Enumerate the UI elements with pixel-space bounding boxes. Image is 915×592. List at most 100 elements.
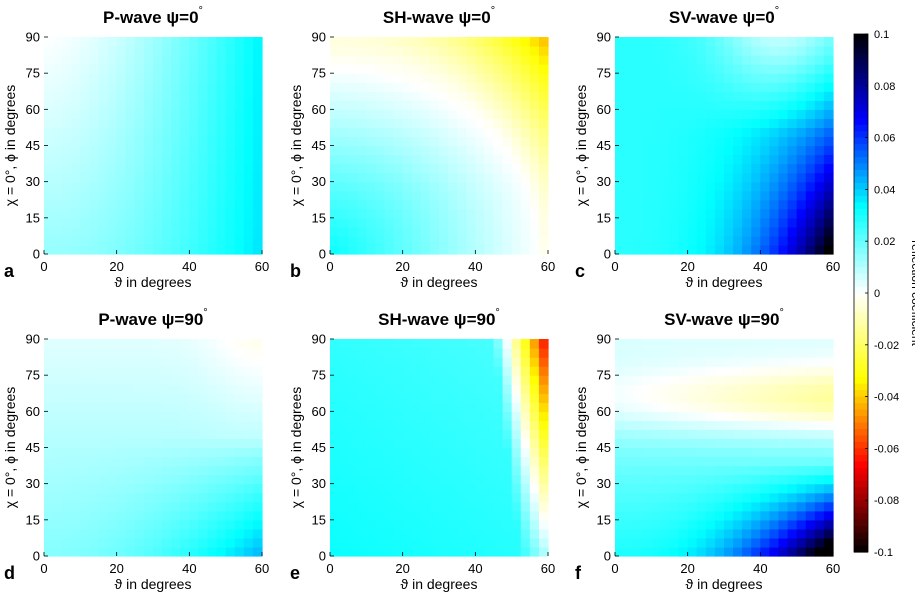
heatmap-cell [493, 501, 504, 512]
heatmap-cell [243, 393, 254, 403]
heatmap-cell [198, 519, 209, 530]
heatmap-cell [234, 375, 245, 385]
heatmap-cell [805, 492, 816, 503]
heatmap-cell [669, 46, 680, 56]
heatmap-cell [538, 348, 549, 358]
heatmap-cell [778, 366, 789, 376]
heatmap-cell [448, 393, 458, 403]
heatmap-cell [823, 339, 834, 349]
heatmap-cell [769, 483, 780, 494]
heatmap-cell [384, 411, 395, 421]
heatmap-cell [44, 154, 54, 165]
heatmap-cell [71, 55, 81, 65]
heatmap-cell [207, 46, 218, 56]
heatmap-cell [420, 226, 431, 237]
heatmap-cell [778, 492, 789, 503]
heatmap-cell [742, 411, 752, 421]
heatmap-cell [660, 64, 671, 74]
heatmap-cell [71, 91, 81, 101]
heatmap-cell [796, 37, 807, 47]
heatmap-cell [62, 127, 72, 138]
heatmap-cell [466, 109, 476, 119]
heatmap-cell [375, 190, 386, 201]
heatmap-cell [80, 100, 91, 110]
heatmap-cell [502, 375, 513, 385]
heatmap-cell [429, 37, 440, 47]
heatmap-cell [80, 244, 91, 255]
heatmap-cell [134, 154, 145, 165]
heatmap-cell [143, 519, 154, 530]
heatmap-cell [466, 537, 476, 548]
heatmap-cell [53, 127, 63, 138]
heatmap-cell [696, 420, 707, 431]
heatmap-cell [642, 55, 652, 65]
heatmap-cell [687, 438, 698, 449]
heatmap-cell [778, 91, 789, 101]
heatmap-cell [71, 172, 81, 183]
heatmap-cell [402, 37, 413, 47]
heatmap-cell [116, 438, 127, 449]
heatmap-cell [520, 474, 531, 485]
heatmap-cell [511, 375, 522, 385]
heatmap-cell [98, 339, 109, 349]
heatmap-cell [339, 519, 349, 530]
heatmap-cell [162, 64, 172, 74]
panel-title-degree: ° [199, 5, 203, 17]
heatmap-cell [669, 366, 680, 376]
heatmap-cell [778, 438, 789, 449]
heatmap-cell [98, 438, 109, 449]
heatmap-cell [234, 55, 245, 65]
heatmap-cell [484, 199, 495, 210]
y-tick-label: 60 [597, 404, 611, 419]
panel-title-degree: ° [779, 307, 783, 319]
heatmap-cell [769, 172, 780, 183]
heatmap-cell [439, 190, 449, 201]
colorbar-segment [854, 221, 868, 229]
heatmap-cell [669, 73, 680, 83]
heatmap-cell [420, 73, 431, 83]
heatmap-cell [448, 528, 458, 539]
heatmap-cell [760, 37, 771, 47]
heatmap-cell [252, 109, 263, 119]
heatmap-cell [615, 235, 625, 246]
heatmap-cell [475, 357, 486, 367]
heatmap-cell [687, 235, 698, 246]
heatmap-cell [234, 217, 245, 228]
heatmap-cell [411, 73, 422, 83]
heatmap-cell [375, 411, 386, 421]
heatmap-cell [760, 127, 771, 138]
heatmap-cell [814, 411, 825, 421]
heatmap-cell [53, 366, 63, 376]
heatmap-cell [71, 393, 81, 403]
heatmap-cell [116, 46, 127, 56]
heatmap-cell [429, 118, 440, 129]
heatmap-cell [714, 411, 725, 421]
heatmap-cell [234, 384, 245, 394]
heatmap-cell [520, 208, 531, 219]
heatmap-cell [678, 510, 689, 521]
heatmap-cell [814, 465, 825, 476]
heatmap-cell [439, 483, 449, 494]
heatmap-cell [687, 208, 698, 219]
heatmap-cell [125, 384, 136, 394]
heatmap-cell [823, 366, 834, 376]
heatmap-cell [724, 91, 734, 101]
heatmap-cell [216, 411, 227, 421]
heatmap-cell [339, 393, 349, 403]
heatmap-cell [107, 537, 118, 548]
heatmap-cell [687, 510, 698, 521]
heatmap-cell [742, 199, 752, 210]
heatmap-cell [769, 37, 780, 47]
heatmap-cell [529, 190, 540, 201]
heatmap-cell [171, 474, 181, 485]
heatmap-cell [484, 127, 495, 138]
heatmap-cell [71, 546, 81, 557]
heatmap-cell [538, 537, 549, 548]
heatmap-cell [484, 64, 495, 74]
heatmap-cell [384, 546, 395, 557]
heatmap-cell [823, 226, 834, 237]
heatmap-cell [366, 244, 377, 255]
heatmap-cell [216, 447, 227, 458]
heatmap-cell [502, 163, 513, 174]
